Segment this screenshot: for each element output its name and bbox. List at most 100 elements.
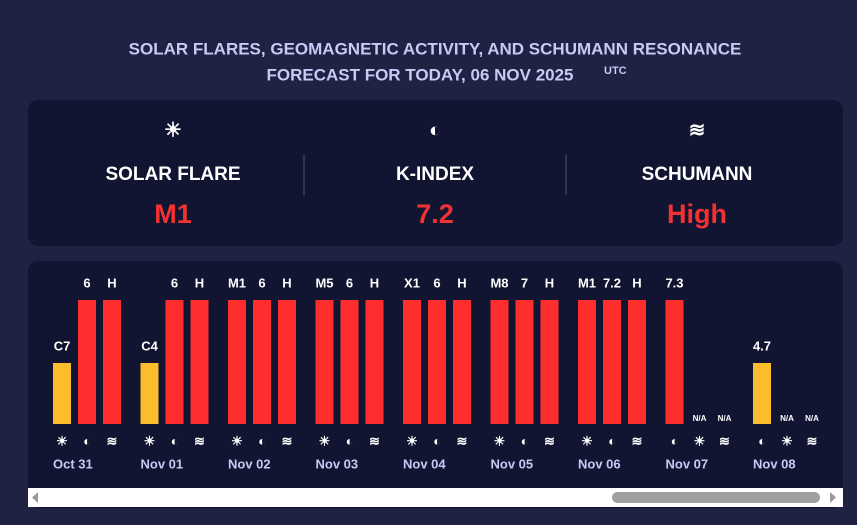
bar <box>403 300 421 424</box>
bar <box>753 363 771 424</box>
item-icon: ◐ <box>433 433 441 448</box>
bar-label: H <box>457 275 466 290</box>
day-date: Nov 03 <box>316 456 359 471</box>
bar <box>490 300 509 424</box>
title: SOLAR FLARES, GEOMAGNETIC ACTIVITY, AND … <box>129 39 742 58</box>
item-icon: ≋ <box>107 433 118 448</box>
today-value: 7.2 <box>416 199 454 229</box>
na-label: N/A <box>805 414 819 423</box>
item-icon: ≋ <box>719 433 730 448</box>
item-icon: ☀ <box>694 433 706 448</box>
scroll-thumb[interactable] <box>612 492 820 503</box>
bar-label: 7.3 <box>665 275 683 290</box>
bar-label: 7.2 <box>603 275 621 290</box>
item-icon: ☀ <box>494 433 506 448</box>
bar-label: H <box>545 275 554 290</box>
bar-label: M1 <box>228 275 246 290</box>
bar-label: H <box>370 275 379 290</box>
bar <box>190 300 209 424</box>
bar <box>53 363 71 424</box>
today-label: K-INDEX <box>396 164 474 185</box>
bar <box>628 300 646 424</box>
item-icon: ☀ <box>319 433 331 448</box>
item-icon: ◐ <box>258 433 266 448</box>
day-date: Nov 08 <box>753 456 796 471</box>
item-icon: ☀ <box>56 433 68 448</box>
bar <box>103 300 121 424</box>
item-icon: ◐ <box>758 433 766 448</box>
item-icon: ≋ <box>807 433 818 448</box>
today-icon: ≋ <box>689 119 706 141</box>
bar <box>340 300 359 424</box>
item-icon: ◐ <box>608 433 616 448</box>
scroll-left[interactable] <box>32 492 38 503</box>
item-icon: ◐ <box>171 433 179 448</box>
day-date: Nov 07 <box>666 456 709 471</box>
bar-label: H <box>107 275 116 290</box>
bar-label: 4.7 <box>753 338 771 353</box>
bar-label: 6 <box>346 275 353 290</box>
item-icon: ☀ <box>581 433 593 448</box>
today-label: SCHUMANN <box>642 164 753 185</box>
day-date: Nov 02 <box>228 456 271 471</box>
bar <box>140 363 159 424</box>
item-icon: ≋ <box>369 433 380 448</box>
na-label: N/A <box>780 414 794 423</box>
bar-label: M5 <box>315 275 333 290</box>
title: FORECAST FOR TODAY, 06 NOV 2025 <box>266 65 573 84</box>
day-date: Nov 06 <box>578 456 621 471</box>
day-date: Oct 31 <box>53 456 93 471</box>
today-row: ☀ SOLAR FLARE M1 ◐ K-INDEX 7.2 ≋ SCHUMANN High <box>105 119 752 229</box>
item-icon: ≋ <box>194 433 205 448</box>
item-icon: ≋ <box>632 433 643 448</box>
bar-label: C7 <box>54 338 71 353</box>
na-label: N/A <box>693 414 707 423</box>
bar <box>453 300 471 424</box>
na-label: N/A <box>718 414 732 423</box>
scroll-right[interactable] <box>830 492 836 503</box>
item-icon: ☀ <box>781 433 793 448</box>
bar-label: H <box>632 275 641 290</box>
today-icon: ☀ <box>164 119 182 141</box>
bar-label: H <box>282 275 291 290</box>
item-icon: ☀ <box>406 433 418 448</box>
today-card <box>28 100 843 246</box>
title-sup: UTC <box>604 65 627 77</box>
bar <box>278 300 296 424</box>
bar <box>228 300 246 424</box>
bar-label: 6 <box>171 275 178 290</box>
day-date: Nov 01 <box>141 456 184 471</box>
bar-label: M8 <box>490 275 508 290</box>
item-icon: ◐ <box>83 433 91 448</box>
bar <box>78 300 96 424</box>
day-date: Nov 04 <box>403 456 446 471</box>
bar <box>603 300 621 424</box>
bar <box>428 300 446 424</box>
bar-label: H <box>195 275 204 290</box>
bar-label: 7 <box>521 275 528 290</box>
bar-label: 6 <box>83 275 90 290</box>
today-label: SOLAR FLARE <box>105 164 240 185</box>
bar <box>665 300 684 424</box>
today-value: High <box>667 199 727 229</box>
forecast-days: Oct 31 ☀ C7 ◐ 6 ≋ H Nov 01 ☀ C4 ◐ 6 ≋ H Nov 02 ☀ M1 ◐ 6 ≋ H N… <box>53 275 819 471</box>
bar <box>165 300 184 424</box>
item-icon: ◐ <box>521 433 529 448</box>
item-icon: ≋ <box>544 433 555 448</box>
item-icon: ≋ <box>282 433 293 448</box>
bar <box>540 300 559 424</box>
today-icon: ◐ <box>429 119 441 141</box>
bar-label: 6 <box>433 275 440 290</box>
bar <box>253 300 271 424</box>
bar-label: M1 <box>578 275 596 290</box>
bar <box>365 300 384 424</box>
bar-label: C4 <box>141 338 158 353</box>
bar-label: X1 <box>404 275 420 290</box>
item-icon: ◐ <box>346 433 354 448</box>
day-date: Nov 05 <box>491 456 534 471</box>
bar <box>315 300 334 424</box>
item-icon: ◐ <box>671 433 679 448</box>
item-icon: ☀ <box>144 433 156 448</box>
item-icon: ☀ <box>231 433 243 448</box>
